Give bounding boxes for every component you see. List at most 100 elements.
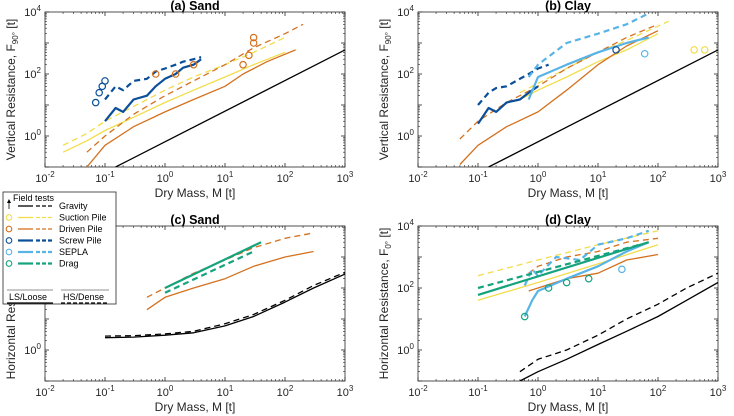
x-tick-label: 101	[590, 384, 607, 399]
series-driven-pile-hs	[86, 23, 304, 153]
y-tick-label: 102	[397, 280, 414, 295]
x-tick-label: 100	[530, 384, 547, 399]
x-tick-label: 10-2	[35, 384, 55, 399]
y-tick-label: 100	[397, 342, 414, 357]
series-drag-hs	[477, 243, 641, 290]
legend-label: Gravity	[59, 201, 88, 211]
series-sepla-ls	[523, 241, 650, 317]
series-gravity-hs	[519, 272, 718, 373]
y-axis-label: Vertical Resistance, F90° [t]	[377, 19, 393, 161]
series-sepla-hs	[527, 12, 650, 78]
legend-label: Drag	[59, 259, 79, 269]
panel-d: 10-2 10-1 100 101 102 103 100 102 104 (d) Clay Dry…	[377, 213, 727, 414]
x-tick-label: 103	[710, 384, 727, 399]
field-test-point	[690, 46, 698, 54]
y-tick-label: 100	[24, 128, 41, 143]
series-screw-pile-hs	[104, 56, 202, 101]
x-axis-label: Dry Mass, M [t]	[155, 186, 236, 200]
field-test-point	[544, 284, 553, 292]
legend-marker	[5, 260, 13, 267]
series-group	[459, 12, 718, 167]
legend-item-drag: Drag	[5, 259, 79, 269]
legend-label: Screw Pile	[59, 236, 102, 246]
field-test-point	[700, 46, 709, 54]
legend-hs-dense: HS/Dense	[63, 292, 104, 302]
x-axis-label: Dry Mass, M [t]	[528, 186, 609, 200]
series-drag-ls	[164, 241, 262, 289]
x-axis-label: Dry Mass, M [t]	[155, 400, 236, 414]
x-tick-label: 101	[217, 170, 234, 185]
x-tick-label: 10-2	[408, 170, 428, 185]
x-tick-label: 103	[337, 384, 354, 399]
field-test-point	[101, 77, 109, 85]
field-test-point	[245, 51, 253, 60]
panel-title: (b) Clay	[545, 0, 591, 13]
x-axis-label: Dry Mass, M [t]	[528, 400, 609, 414]
series-gravity-hs	[104, 271, 345, 337]
axes-box-d	[417, 225, 719, 382]
series-gravity-ls	[519, 281, 718, 381]
x-tick-label: 10-1	[468, 384, 488, 399]
legend-marker	[5, 225, 13, 233]
x-tick-label: 100	[530, 170, 547, 185]
x-tick-label: 103	[337, 170, 354, 185]
x-tick-label: 10-1	[468, 170, 488, 185]
series-driven-pile-ls	[459, 30, 659, 165]
y-tick-label: 104	[24, 4, 41, 19]
series-gravity-ls	[104, 273, 345, 339]
series-driven-pile-ls	[86, 49, 296, 167]
x-tick-label: 100	[157, 170, 174, 185]
x-tick-label: 10-1	[95, 384, 115, 399]
panel-title: (d) Clay	[545, 213, 591, 227]
field-test-point	[95, 88, 103, 97]
series-gravity	[488, 49, 718, 167]
y-tick-label: 104	[397, 4, 414, 19]
x-tick-label: 102	[277, 384, 294, 399]
legend-field-tests: Field tests	[13, 193, 55, 203]
series-screw-pile-hs	[477, 63, 549, 106]
legend-item-screw: Screw Pile	[5, 236, 102, 246]
x-tick-label: 102	[277, 170, 294, 185]
legend-box	[2, 191, 117, 305]
x-tick-label: 102	[650, 170, 667, 185]
series-suction-pile-ls	[477, 244, 659, 301]
field-test-point	[618, 265, 626, 274]
field-test-point	[249, 39, 258, 47]
field-test-point	[612, 46, 620, 54]
series-suction-pile-hs	[62, 36, 286, 146]
series-suction-pile-hs	[519, 20, 669, 94]
x-tick-label: 101	[217, 384, 234, 399]
series-driven-pile-ls	[528, 253, 659, 292]
x-tick-label: 10-2	[35, 170, 55, 185]
panel-a: 10-2 10-1 100 101 102 103 100 102 104 (a) Sand Dry…	[4, 0, 354, 200]
y-tick-label: 104	[397, 218, 414, 233]
series-driven-pile-ls	[146, 250, 314, 311]
legend-item-sepla: SEPLA	[5, 247, 88, 257]
series-group	[477, 229, 718, 381]
series-sepla-ls	[527, 36, 649, 100]
legend-item-suction: Suction Pile	[5, 213, 107, 223]
x-tick-label: 10-1	[95, 170, 115, 185]
series-screw-pile-ls	[477, 85, 539, 125]
axes-box-a	[44, 11, 346, 168]
panel-b: 10-2 10-1 100 101 102 103 100 102 104 (b) Clay Dry…	[377, 0, 727, 200]
legend-label: Driven Pile	[59, 224, 103, 234]
field-test-point	[249, 33, 258, 42]
series-group	[104, 232, 345, 339]
field-test-point	[562, 278, 571, 287]
legend-marker	[5, 248, 13, 256]
series-suction-pile-ls	[519, 33, 659, 101]
series-group	[62, 23, 345, 167]
legend-item-gravity: Gravity	[18, 201, 88, 211]
series-sepla-hs	[523, 229, 650, 286]
field-test-point	[151, 70, 160, 78]
y-tick-label: 102	[397, 66, 414, 81]
y-tick-label: 100	[24, 342, 41, 357]
x-tick-label: 100	[157, 384, 174, 399]
axes-box-b	[417, 11, 719, 168]
series-suction-pile-ls	[62, 51, 286, 153]
legend-ls-loose: LS/Loose	[9, 292, 47, 302]
y-axis-label: Vertical Resistance, F90° [t]	[4, 19, 20, 161]
field-test-point	[640, 49, 649, 58]
